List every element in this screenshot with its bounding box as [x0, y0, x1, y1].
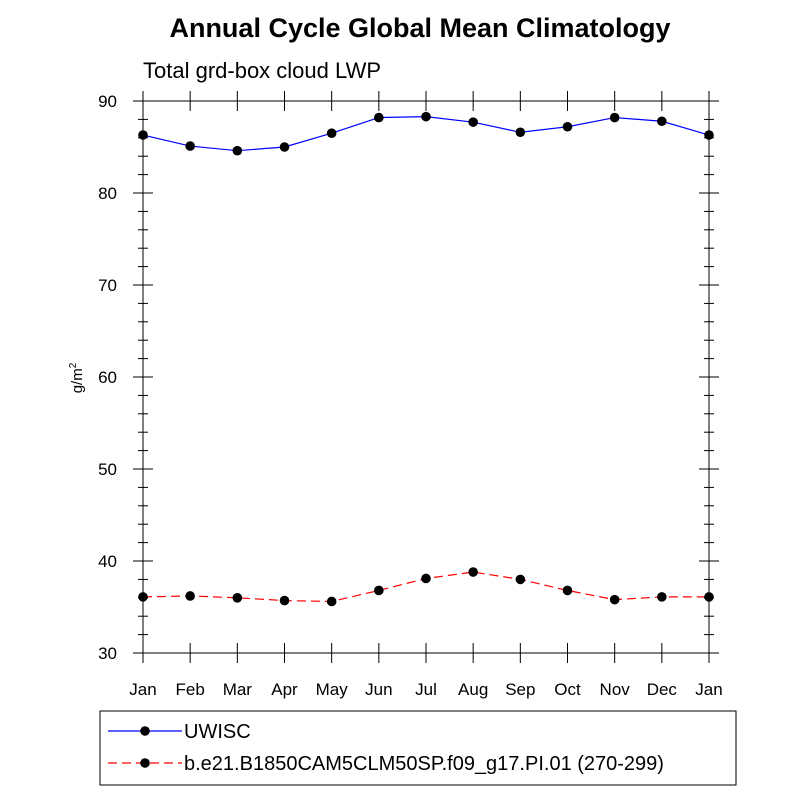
series-0-point [232, 145, 243, 156]
x-tick-label: Sep [505, 680, 535, 699]
series-0-point [326, 128, 337, 138]
y-axis-label: g/m2 [68, 362, 86, 393]
series-1-point [279, 595, 290, 606]
series-0-point [657, 116, 667, 127]
series-0-point [468, 117, 478, 127]
y-axis-label-sup: 2 [68, 362, 79, 368]
legend-marker-0 [140, 726, 150, 736]
series-1-point [185, 591, 195, 601]
series-1-point [468, 567, 478, 577]
series-0-point [562, 121, 573, 132]
x-tick-label: Mar [223, 680, 253, 699]
y-tick-label: 40 [98, 552, 117, 571]
x-tick-label: Jun [365, 680, 392, 699]
series-0-point [515, 127, 526, 138]
series-layer [138, 111, 714, 607]
legend: UWISC b.e21.B1850CAM5CLM50SP.f09_g17.PI.0… [99, 710, 737, 786]
series-1-point [326, 596, 337, 607]
x-tick-label: Oct [554, 680, 581, 699]
series-1-point [232, 593, 243, 603]
series-0-point [421, 111, 431, 122]
series-0-point [279, 142, 290, 152]
x-tick-label: May [316, 680, 349, 699]
x-tick-labels: Jan Feb Mar Apr May Jun Jul Aug Sep Oct Nov Dec Jan [129, 680, 722, 699]
series-1-point [421, 573, 431, 584]
y-tick-label: 90 [98, 92, 117, 111]
series-1-point [562, 585, 573, 596]
series-1-point [374, 585, 384, 596]
x-tick-label: Jan [129, 680, 156, 699]
y-tick-label: 70 [98, 276, 117, 295]
legend-box [99, 710, 737, 786]
x-tick-label: Jul [415, 680, 437, 699]
x-tick-label: Apr [271, 680, 298, 699]
series-1-point [657, 592, 667, 602]
plot-frame [142, 100, 710, 654]
series-0-point [609, 112, 620, 123]
svg-text:g/m2: g/m2 [68, 362, 86, 393]
y-tick-label: 50 [98, 460, 117, 479]
series-0-point [374, 112, 384, 123]
y-axis-label-base: g/m [69, 368, 86, 393]
x-tick-label: Nov [600, 680, 631, 699]
x-tick-label: Feb [176, 680, 205, 699]
series-1-point [609, 594, 620, 605]
y-tick-label: 80 [98, 184, 117, 203]
legend-label-0: UWISC [184, 721, 251, 743]
chart-subtitle: Total grd-box cloud LWP [143, 58, 381, 83]
series-0-point [185, 141, 195, 151]
legend-marker-1 [140, 758, 150, 768]
y-tick-labels: 30 40 50 60 70 80 90 [98, 92, 117, 663]
chart-title: Annual Cycle Global Mean Climatology [169, 13, 670, 43]
x-tick-label: Aug [458, 680, 488, 699]
series-1-point [515, 574, 526, 585]
y-tick-label: 30 [98, 644, 117, 663]
y-tick-label: 60 [98, 368, 117, 387]
legend-label-1: b.e21.B1850CAM5CLM50SP.f09_g17.PI.01 (27… [184, 753, 664, 775]
x-tick-label: Dec [647, 680, 678, 699]
x-tick-label: Jan [695, 680, 722, 699]
